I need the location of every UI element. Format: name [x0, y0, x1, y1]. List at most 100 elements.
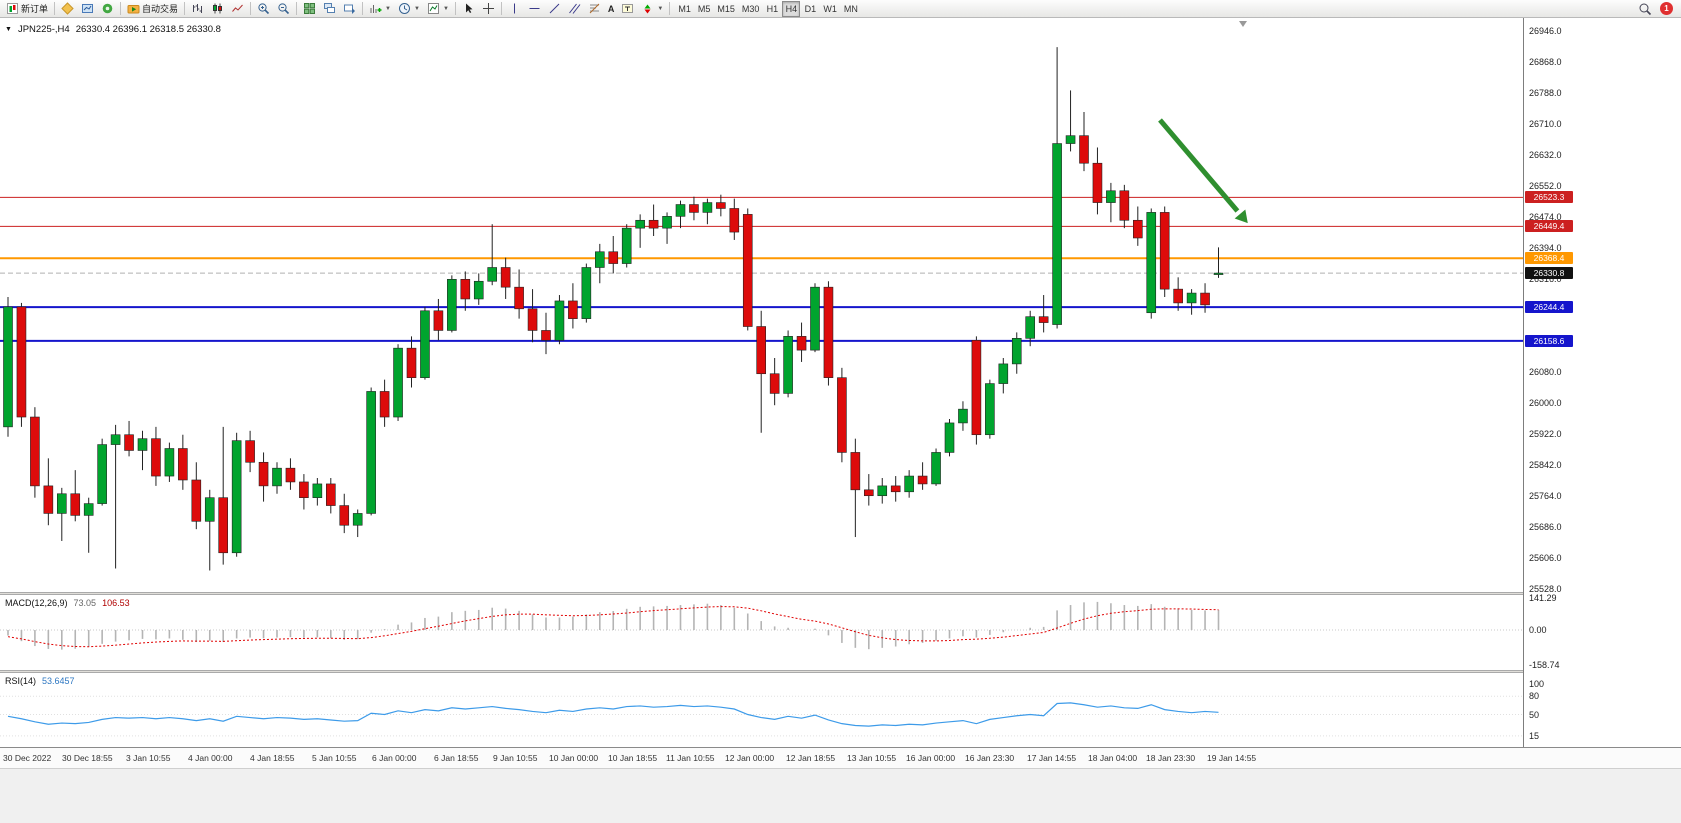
- one-click-trading-icon[interactable]: ▼: [5, 26, 12, 33]
- toolbar-separator: [362, 2, 364, 15]
- price-axis-label: 26394.0: [1529, 243, 1562, 254]
- timeframe-M5-button[interactable]: M5: [695, 1, 714, 17]
- macd-histogram: [7, 601, 1220, 650]
- trendline-icon: [548, 2, 561, 15]
- new-order-button[interactable]: 新订单: [3, 1, 51, 17]
- candlestick-icon: [211, 2, 224, 15]
- time-axis-label: 10 Jan 18:55: [608, 753, 658, 763]
- sounds-button[interactable]: [98, 1, 117, 17]
- rsi-axis-label: 15: [1529, 730, 1540, 741]
- search-button[interactable]: [1635, 1, 1655, 17]
- price-axis[interactable]: 26946.0 26868.0 26788.0 26710.0 26632.0 26552…: [1523, 18, 1681, 747]
- panel-splitter[interactable]: [0, 670, 1681, 673]
- timeframe-M30-button[interactable]: M30: [739, 1, 763, 17]
- bar-chart-button[interactable]: [188, 1, 207, 17]
- macd-value-signal: 106.53: [102, 598, 130, 608]
- trend-arrow[interactable]: [1158, 118, 1248, 224]
- fibonacci-button[interactable]: [585, 1, 604, 17]
- chart-window-icon: [81, 2, 94, 15]
- time-axis-label: 12 Jan 18:55: [786, 753, 836, 763]
- channel-button[interactable]: [565, 1, 584, 17]
- line-chart-button[interactable]: [228, 1, 247, 17]
- periods-button[interactable]: ▼: [395, 1, 423, 17]
- price-tag: 26330.8: [1525, 267, 1573, 280]
- timeframe-MN-button[interactable]: MN: [841, 1, 861, 17]
- crosshair-icon: [482, 2, 495, 15]
- time-axis-label: 17 Jan 14:55: [1027, 753, 1077, 763]
- vertical-line-button[interactable]: [505, 1, 524, 17]
- price-axis-label: 25606.0: [1529, 553, 1562, 564]
- auto-trading-label: 自动交易: [142, 4, 179, 14]
- macd-axis-label: -158.74: [1529, 660, 1560, 670]
- indicators-button[interactable]: ▼: [424, 1, 452, 17]
- timeframe-group: M1 M5 M15 M30 H1 H4 D1 W1 MN: [675, 0, 861, 17]
- zoom-in-icon: [257, 2, 270, 15]
- diamond-icon: [61, 2, 74, 15]
- tile-windows-button[interactable]: [300, 1, 319, 17]
- shapes-button[interactable]: ▼: [638, 1, 666, 17]
- price-axis-label: 25842.0: [1529, 460, 1562, 471]
- timeframe-D1-button[interactable]: D1: [801, 1, 819, 17]
- rsi-label: RSI(14) 53.6457: [5, 676, 75, 686]
- horizontal-line-icon: [528, 2, 541, 15]
- arrows-shapes-icon: [641, 2, 654, 15]
- toolbar-separator: [54, 2, 56, 15]
- timeframe-W1-button[interactable]: W1: [820, 1, 840, 17]
- rsi-line: [7, 702, 1219, 727]
- auto-trading-button[interactable]: 自动交易: [124, 1, 181, 17]
- time-axis-label: 18 Jan 23:30: [1146, 753, 1196, 763]
- time-axis-label: 6 Jan 00:00: [372, 753, 417, 763]
- channel-icon: [568, 2, 581, 15]
- time-axis-label: 10 Jan 00:00: [549, 753, 599, 763]
- chevron-down-icon: ▼: [385, 5, 391, 12]
- notification-badge[interactable]: 1: [1660, 2, 1673, 15]
- chart-profiles-button[interactable]: [78, 1, 97, 17]
- panel-splitter[interactable]: [0, 592, 1681, 595]
- time-axis-label: 30 Dec 2022: [3, 753, 52, 763]
- candlestick-chart-button[interactable]: [208, 1, 227, 17]
- cursor-icon: [462, 2, 475, 15]
- price-axis-label: 26788.0: [1529, 88, 1562, 99]
- new-order-icon: [6, 2, 19, 15]
- timeframe-M15-button[interactable]: M15: [714, 1, 738, 17]
- text-tool-label: A: [607, 3, 615, 14]
- auto-trading-icon: [127, 2, 140, 15]
- chevron-down-icon: ▼: [657, 5, 664, 12]
- trendline-button[interactable]: [545, 1, 564, 17]
- price-tag: 26449.4: [1525, 220, 1573, 233]
- price-chart-canvas[interactable]: [0, 18, 1523, 592]
- zoom-out-button[interactable]: [274, 1, 293, 17]
- toolbar-separator: [296, 2, 298, 15]
- fibonacci-icon: [588, 2, 601, 15]
- cascade-windows-button[interactable]: [340, 1, 359, 17]
- arrange-windows-button[interactable]: [320, 1, 339, 17]
- cursor-button[interactable]: [459, 1, 478, 17]
- price-axis-label: 25764.0: [1529, 491, 1562, 502]
- toolbar-separator: [184, 2, 186, 15]
- text-button[interactable]: A: [605, 1, 618, 17]
- zoom-in-button[interactable]: [254, 1, 273, 17]
- time-axis-label: 11 Jan 10:55: [666, 753, 715, 763]
- rsi-panel-canvas[interactable]: [0, 673, 1523, 747]
- time-axis-label: 5 Jan 10:55: [312, 753, 357, 763]
- time-axis-label: 4 Jan 00:00: [188, 753, 233, 763]
- rsi-value: 53.6457: [42, 676, 75, 686]
- new-chart-button[interactable]: ▼: [366, 1, 394, 17]
- new-chart-icon: [369, 2, 382, 15]
- timeframe-H1-button[interactable]: H1: [763, 1, 781, 17]
- timeframe-H4-button[interactable]: H4: [782, 0, 801, 17]
- zoom-out-icon: [277, 2, 290, 15]
- time-axis[interactable]: 30 Dec 2022 30 Dec 18:55 3 Jan 10:55 4 Jan …: [0, 747, 1681, 768]
- macd-signal-line: [7, 606, 1219, 648]
- time-axis-label: 6 Jan 18:55: [434, 753, 479, 763]
- timeframe-M1-button[interactable]: M1: [675, 1, 694, 17]
- chart-window: ▼ JPN225-,H4 26330.4 26396.1 26318.5 263…: [0, 18, 1681, 768]
- macd-title: MACD(12,26,9): [5, 598, 68, 608]
- time-axis-label: 4 Jan 18:55: [250, 753, 295, 763]
- text-label-icon: [621, 2, 634, 15]
- market-watch-button[interactable]: [58, 1, 77, 17]
- horizontal-line-button[interactable]: [525, 1, 544, 17]
- crosshair-button[interactable]: [479, 1, 498, 17]
- macd-panel-canvas[interactable]: [0, 595, 1523, 670]
- text-label-button[interactable]: [618, 1, 637, 17]
